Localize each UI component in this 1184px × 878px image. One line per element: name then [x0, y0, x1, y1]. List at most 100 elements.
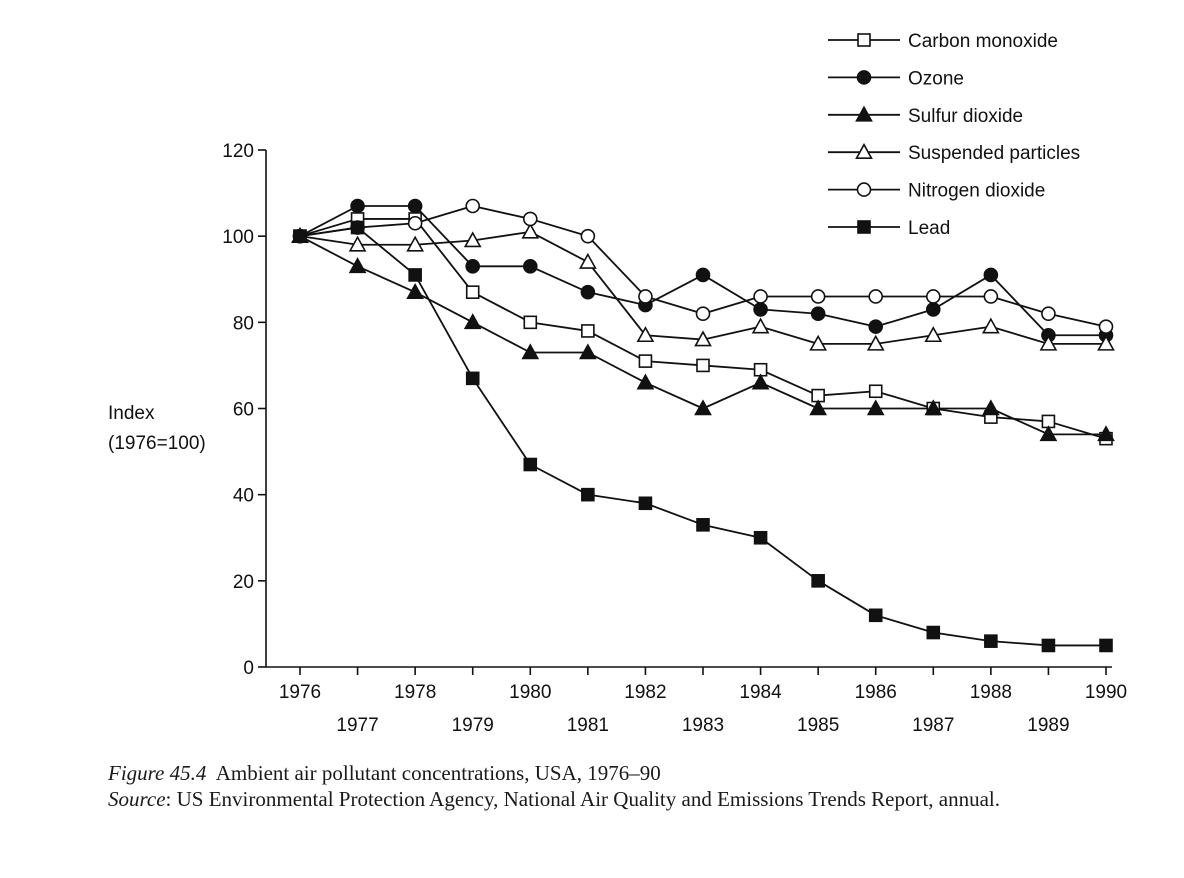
data-point	[1098, 319, 1114, 334]
data-point	[696, 518, 710, 532]
data-point	[581, 324, 595, 338]
data-point	[866, 334, 885, 351]
y-axis-label: Index	[108, 403, 155, 424]
source-line: Source: US Environmental Protection Agen…	[108, 786, 1148, 812]
y-tick-label: 20	[233, 572, 254, 593]
data-point	[753, 289, 768, 304]
x-tick-label: 1987	[912, 715, 954, 736]
figure-caption-line: Figure 45.4 Ambient air pollutant concen…	[108, 760, 1148, 786]
data-point	[926, 625, 941, 640]
data-point	[578, 252, 597, 269]
data-point	[696, 358, 710, 373]
data-point	[465, 259, 481, 274]
data-point	[753, 302, 768, 317]
data-point	[523, 315, 538, 330]
data-point	[695, 267, 711, 283]
data-point	[638, 496, 653, 511]
data-point	[348, 235, 367, 252]
data-point	[811, 574, 825, 588]
y-tick-label: 120	[222, 141, 254, 162]
series-line	[299, 226, 1106, 647]
legend-marker	[857, 220, 871, 234]
data-point	[866, 399, 885, 416]
data-point	[636, 326, 655, 343]
x-tick-label: 1977	[336, 715, 378, 736]
data-point	[581, 487, 595, 502]
data-point	[406, 283, 425, 299]
x-tick-label: 1982	[624, 682, 666, 703]
y-axis-label-unit: (1976=100)	[108, 433, 206, 454]
y-tick-label: 100	[222, 227, 254, 248]
data-point	[1041, 638, 1056, 653]
figure-label: Figure 45.4	[108, 761, 207, 785]
x-tick-label: 1984	[739, 682, 782, 703]
figure-title: Ambient air pollutant concentrations, US…	[215, 761, 661, 785]
data-point	[810, 289, 826, 304]
legend-marker	[856, 70, 872, 85]
data-point	[868, 608, 883, 623]
data-point	[751, 373, 770, 390]
legend-marker	[855, 105, 873, 122]
data-point	[1041, 306, 1056, 322]
data-point	[522, 259, 538, 274]
data-point	[753, 530, 768, 545]
data-point	[407, 198, 423, 214]
legend-entry: Suspended particles	[908, 143, 1080, 164]
data-point	[521, 222, 540, 239]
x-tick-label: 1989	[1027, 715, 1069, 736]
data-point	[809, 399, 828, 416]
legend-entry: Ozone	[908, 68, 964, 89]
x-tick-label: 1980	[509, 682, 551, 703]
x-tick-label: 1986	[855, 682, 897, 703]
legend-entry: Nitrogen dioxide	[908, 181, 1045, 202]
data-point	[925, 302, 941, 317]
data-point	[580, 228, 596, 244]
data-point	[407, 215, 423, 231]
figure-caption: Figure 45.4 Ambient air pollutant concen…	[108, 760, 1148, 812]
legend-entry: Lead	[908, 218, 950, 239]
data-point	[924, 399, 943, 416]
data-point	[868, 289, 884, 304]
data-point	[1097, 425, 1115, 442]
data-point	[406, 235, 425, 252]
data-point	[580, 284, 596, 300]
legend-marker	[856, 182, 872, 197]
data-point	[1097, 334, 1115, 351]
data-point	[809, 334, 828, 351]
data-point	[981, 317, 1000, 334]
data-point	[751, 317, 770, 334]
legend-marker	[855, 143, 873, 159]
data-point	[350, 198, 365, 214]
x-tick-label: 1988	[970, 682, 1012, 703]
x-tick-label: 1990	[1085, 682, 1127, 703]
source-label: Source	[108, 787, 166, 811]
data-point	[465, 198, 481, 214]
x-tick-label: 1983	[682, 715, 724, 736]
data-point	[578, 343, 597, 360]
data-point	[521, 343, 540, 360]
x-tick-label: 1985	[797, 715, 839, 736]
data-point	[408, 268, 422, 282]
data-point	[348, 257, 367, 274]
data-point	[983, 289, 999, 304]
data-point	[638, 289, 653, 304]
data-point	[1099, 638, 1113, 653]
data-point	[463, 313, 482, 330]
data-point	[1039, 425, 1058, 442]
data-point	[695, 306, 711, 322]
data-point	[1039, 334, 1058, 351]
data-point	[868, 319, 884, 334]
legend-marker	[857, 33, 871, 47]
y-tick-label: 40	[233, 486, 254, 507]
data-point	[810, 306, 826, 322]
data-point	[465, 371, 480, 386]
legend-entry: Sulfur dioxide	[908, 106, 1023, 127]
y-tick-label: 80	[233, 313, 254, 334]
x-tick-label: 1981	[567, 715, 609, 736]
x-tick-label: 1979	[452, 715, 494, 736]
data-point	[924, 326, 943, 343]
x-tick-label: 1976	[279, 682, 321, 703]
data-point	[465, 285, 480, 299]
data-point	[350, 220, 365, 235]
